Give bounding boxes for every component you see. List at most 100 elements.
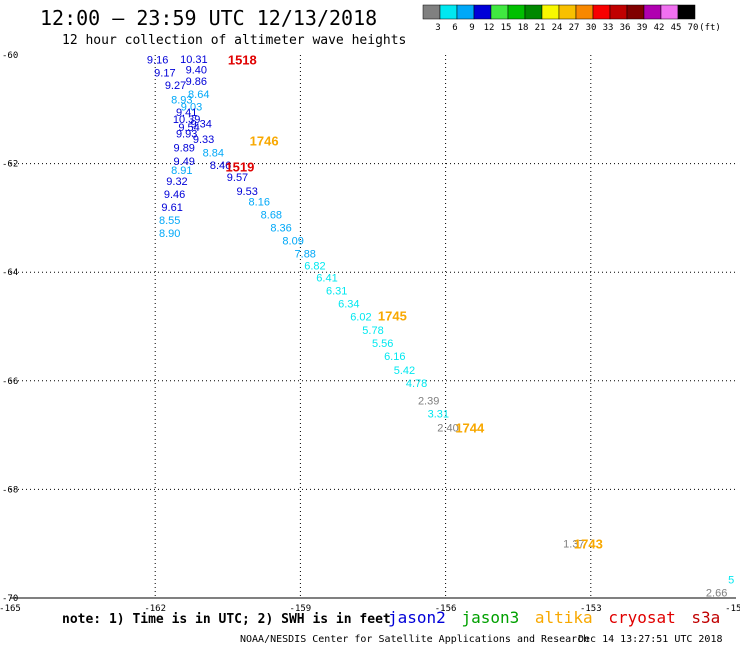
swh-value-label: 1.37 xyxy=(563,539,584,551)
swh-value-label: 6.82 xyxy=(304,261,325,273)
y-tick-label: -70 xyxy=(2,594,18,604)
swh-value-label: 9.46 xyxy=(164,189,185,201)
swh-value-label: 9.27 xyxy=(165,80,186,92)
x-tick-label: -150 xyxy=(725,604,740,614)
pass-time-label: 1746 xyxy=(250,133,279,148)
wave-height-points: 9.16 10.319.409.179.869.278.648.939.039.4… xyxy=(147,54,734,600)
swh-value-label: 9.03 xyxy=(181,102,202,114)
swh-value-label: 6.34 xyxy=(338,299,359,311)
color-scale-label: 27 xyxy=(569,23,580,33)
swh-value-label: 10.31 xyxy=(180,54,208,66)
color-scale-label: 21 xyxy=(535,23,546,33)
color-scale-label: 15 xyxy=(501,23,512,33)
color-scale-label: 42 xyxy=(654,23,665,33)
swh-value-label: 8.84 xyxy=(203,148,224,160)
color-scale-label: 70 xyxy=(688,23,699,33)
swh-value-label: 9.32 xyxy=(166,176,187,188)
swh-value-label: 9.61 xyxy=(161,202,182,214)
swh-value-label: 7.88 xyxy=(295,249,316,261)
color-scale-label: 12 xyxy=(484,23,495,33)
swh-value-label: 5 xyxy=(728,575,734,587)
x-tick-label: -162 xyxy=(144,604,166,614)
y-tick-label: -64 xyxy=(2,268,18,278)
swh-value-label: 8.91 xyxy=(171,165,192,177)
color-scale-label: 9 xyxy=(469,23,474,33)
satellite-s3a: s3a xyxy=(691,608,721,627)
color-scale-label: 6 xyxy=(452,23,457,33)
swh-value-label: 8.64 xyxy=(188,89,209,101)
swh-value-label: 10.39 xyxy=(173,114,201,126)
swh-value-label: 8.93 xyxy=(171,95,192,107)
swh-value-label: 8.09 xyxy=(282,236,303,248)
color-scale-swatch xyxy=(507,4,526,20)
color-scale-swatch xyxy=(558,4,577,20)
satellite-cryosat: cryosat xyxy=(608,608,676,627)
swh-value-label: 8.55 xyxy=(159,215,180,227)
swh-value-label: 5.42 xyxy=(394,365,415,377)
color-scale-label: 24 xyxy=(552,23,563,33)
swh-value-label: 8.36 xyxy=(270,223,291,235)
color-scale-swatch xyxy=(541,4,560,20)
y-tick-label: -68 xyxy=(2,485,18,495)
pass-time-label: 1743 xyxy=(574,537,603,552)
y-tick-label: -62 xyxy=(2,160,18,170)
color-scale-swatch xyxy=(626,4,645,20)
pass-time-label: 1519 xyxy=(225,159,254,174)
generated-timestamp: Dec 14 13:27:51 UTC 2018 xyxy=(578,634,723,645)
color-scale-label: 45 xyxy=(671,23,682,33)
swh-value-label: 9.17 xyxy=(154,67,175,79)
x-tick-label: -165 xyxy=(0,604,21,614)
swh-value-label: 9.57 xyxy=(227,172,248,184)
swh-value-label: 9.41 xyxy=(176,107,197,119)
swh-value-label: 9.33 xyxy=(193,134,214,146)
swh-value-label: 2.66 xyxy=(706,588,727,600)
swh-value-label: 6.02 xyxy=(350,312,371,324)
color-scale-label: 18 xyxy=(518,23,529,33)
swh-value-label: 8.46 xyxy=(210,160,231,172)
color-scale-label: 3 xyxy=(435,23,440,33)
swh-value-label: 9.54 xyxy=(178,122,199,134)
color-scale-label: (ft) xyxy=(699,23,721,33)
color-scale-label: 30 xyxy=(586,23,597,33)
swh-value-label: 9.49 xyxy=(174,156,195,168)
swh-value-label: 5.56 xyxy=(372,338,393,350)
swh-value-label: 8.16 xyxy=(249,197,270,209)
color-scale-swatch xyxy=(677,4,696,20)
x-tick-label: -156 xyxy=(435,604,457,614)
x-tick-label: -153 xyxy=(580,604,602,614)
satellite-jason3: jason3 xyxy=(461,608,520,627)
page-subtitle: 12 hour collection of altimeter wave hei… xyxy=(62,33,407,48)
swh-value-label: 6.41 xyxy=(316,273,337,285)
swh-value-label: 5.78 xyxy=(362,325,383,337)
pass-time-label: 1518 xyxy=(228,52,257,67)
swh-value-label: 9.53 xyxy=(236,186,257,198)
swh-value-label: 8.68 xyxy=(261,210,282,222)
color-scale-swatch xyxy=(473,4,492,20)
units-note: note: 1) Time is in UTC; 2) SWH is in fe… xyxy=(62,612,391,627)
page-title: 12:00 – 23:59 UTC 12/13/2018 xyxy=(40,6,378,30)
swh-value-label: 6.16 xyxy=(384,351,405,363)
color-scale-swatch xyxy=(524,4,543,20)
grid-lines xyxy=(10,55,736,598)
swh-value-label: 4.78 xyxy=(406,378,427,390)
color-scale-swatch xyxy=(643,4,662,20)
swh-value-label: 9.86 xyxy=(186,76,207,88)
swh-value-label: 3.31 xyxy=(428,408,449,420)
swh-value-label: 9.89 xyxy=(174,142,195,154)
swh-value-label: 9.40 xyxy=(186,65,207,77)
color-scale-swatch xyxy=(439,4,458,20)
swh-value-label: 9.16 xyxy=(147,54,168,66)
color-scale-swatch xyxy=(490,4,509,20)
color-scale-label: 36 xyxy=(620,23,631,33)
swh-value-label: 2.40 xyxy=(437,422,458,434)
y-tick-label: -66 xyxy=(2,377,18,387)
color-scale-swatch xyxy=(609,4,628,20)
color-scale-label: 39 xyxy=(637,23,648,33)
satellite-altika: altika xyxy=(534,608,593,627)
swh-value-label: 8.90 xyxy=(159,228,180,240)
pass-time-label: 1744 xyxy=(455,420,485,435)
color-scale-legend: 3 6 9 12 15 18 21 24 27 30 33 36 39 42 45 70 (ft) xyxy=(422,4,721,33)
color-scale-swatch xyxy=(660,4,679,20)
